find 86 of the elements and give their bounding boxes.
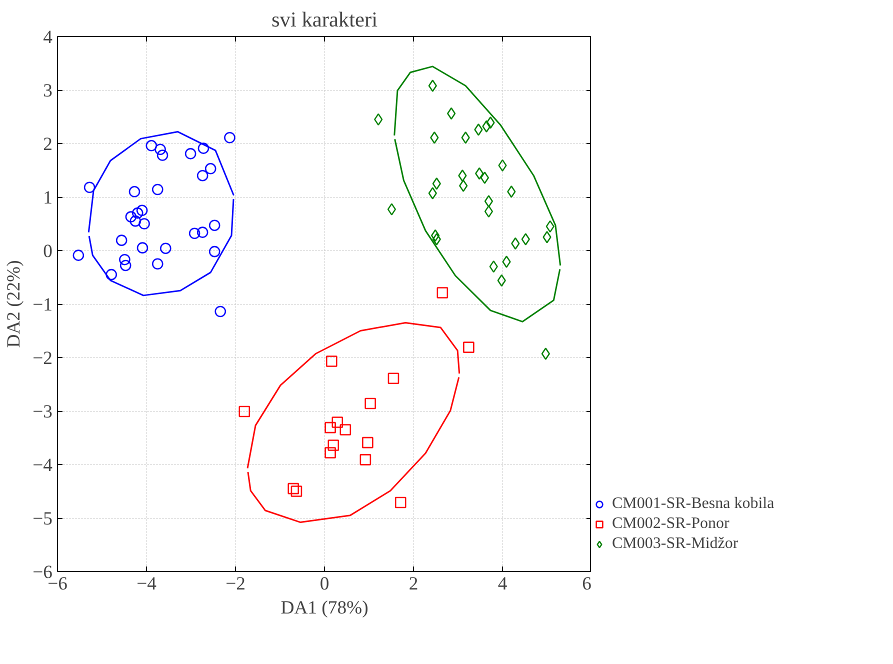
point: [152, 184, 164, 196]
point: [136, 204, 148, 216]
point: [362, 436, 374, 448]
point: [484, 195, 494, 208]
point: [188, 228, 200, 240]
point: [463, 342, 474, 353]
point: [484, 205, 494, 218]
point: [106, 268, 117, 280]
point: [459, 180, 468, 192]
point: [324, 447, 336, 458]
point: [128, 186, 140, 198]
point: [214, 306, 226, 318]
point: [154, 144, 166, 156]
line-series: [246, 322, 460, 469]
y-tick-label: −3: [32, 402, 53, 422]
x-tick-label: −2: [226, 574, 246, 594]
point: [196, 170, 208, 182]
point: [541, 348, 550, 360]
point: [156, 150, 168, 161]
point: [208, 220, 220, 231]
point: [521, 233, 530, 246]
point: [428, 80, 437, 92]
line-series: [394, 66, 562, 266]
point: [224, 132, 236, 144]
y-tick-label: −5: [32, 508, 53, 530]
x-axis-title: DA1 (78%): [280, 598, 368, 618]
point: [436, 287, 448, 298]
point: [332, 416, 344, 428]
point: [120, 260, 132, 272]
point: [394, 496, 406, 508]
y-tick-label: 1: [43, 188, 52, 208]
line-series: [88, 130, 234, 234]
y-axis-title: DA2 (22%): [4, 260, 25, 348]
point: [196, 226, 208, 238]
point: [204, 163, 216, 174]
point: [125, 211, 137, 222]
point: [130, 215, 142, 227]
chart-title: svi karakteri: [271, 8, 378, 32]
point: [198, 142, 210, 154]
y-tick-label: −1: [32, 294, 53, 316]
point: [502, 256, 511, 268]
point: [84, 182, 96, 194]
point: [208, 246, 220, 258]
y-tick-label: 3: [43, 80, 52, 102]
y-tick-label: −4: [32, 455, 54, 476]
y-tick-label: −2: [32, 348, 53, 369]
legend-label: CM001-SR-Besna kobila: [612, 495, 774, 513]
x-tick-label: 6: [582, 574, 592, 594]
point: [326, 356, 338, 367]
point: [160, 242, 172, 254]
legend-label: CM002-SR-Ponor: [612, 515, 730, 533]
point: [184, 148, 196, 160]
point: [72, 250, 84, 261]
point: [132, 207, 144, 219]
point: [288, 482, 299, 494]
point: [428, 187, 437, 200]
point: [507, 186, 516, 198]
point: [340, 424, 352, 436]
y-tick-label: 4: [43, 27, 54, 48]
point: [116, 234, 128, 246]
x-tick-label: 4: [498, 574, 508, 594]
y-tick-label: 2: [43, 134, 52, 155]
point: [387, 203, 396, 216]
point: [138, 218, 150, 230]
point: [328, 440, 340, 451]
point: [430, 229, 440, 242]
x-tick-label: 0: [320, 574, 330, 594]
point: [238, 406, 250, 418]
point: [146, 140, 158, 152]
legend-label: CM003-SR-Midžor: [612, 535, 738, 553]
x-tick-label: −4: [136, 574, 158, 594]
point: [388, 372, 400, 384]
point: [480, 172, 490, 184]
line-series: [394, 138, 561, 322]
x-tick-label: 2: [408, 574, 418, 594]
point: [324, 422, 336, 434]
point: [432, 233, 441, 246]
point: [360, 454, 372, 466]
point: [136, 242, 148, 254]
line-series: [88, 198, 234, 296]
line-series: [247, 376, 460, 524]
point: [290, 486, 302, 497]
point: [152, 258, 164, 270]
y-tick-label: 0: [43, 241, 52, 262]
point: [364, 398, 376, 410]
point: [119, 254, 130, 266]
